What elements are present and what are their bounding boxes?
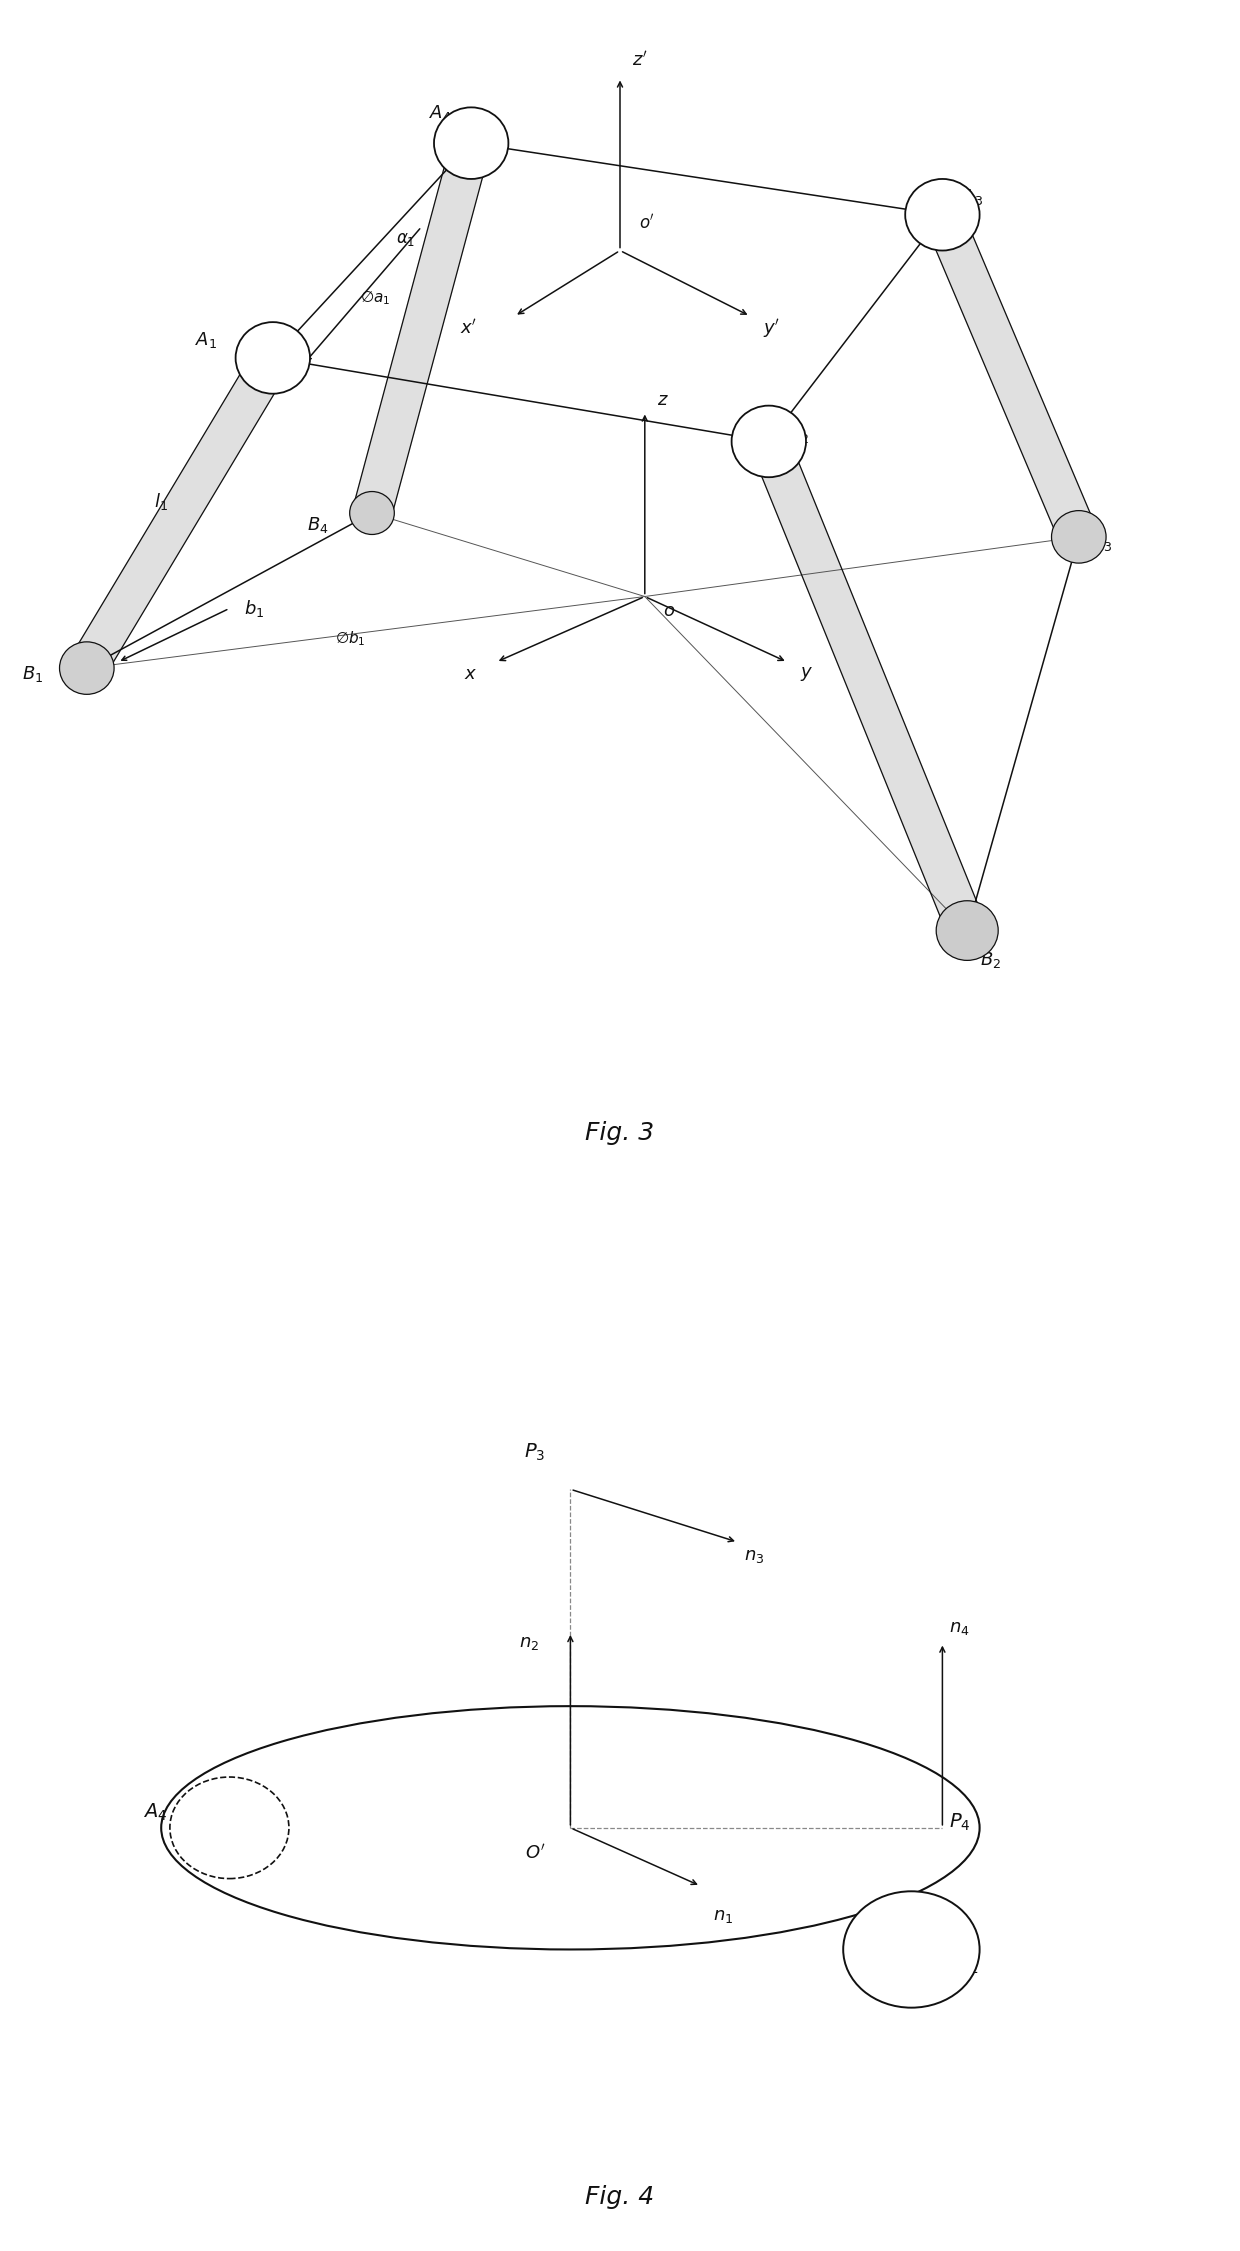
Circle shape bbox=[170, 1776, 289, 1880]
Text: $\alpha_1$: $\alpha_1$ bbox=[396, 230, 415, 248]
Text: Fig. 3: Fig. 3 bbox=[585, 1121, 655, 1146]
Text: $A_4$: $A_4$ bbox=[429, 104, 451, 124]
Text: $o'$: $o'$ bbox=[639, 214, 655, 232]
Text: $n_3$: $n_3$ bbox=[744, 1546, 764, 1564]
Text: $n_4$: $n_4$ bbox=[949, 1618, 970, 1636]
Text: $B_2$: $B_2$ bbox=[980, 950, 1001, 970]
Text: Fig. 4: Fig. 4 bbox=[585, 2186, 655, 2208]
Text: $x'$: $x'$ bbox=[460, 320, 477, 338]
Text: $b_1$: $b_1$ bbox=[244, 599, 264, 619]
Circle shape bbox=[60, 642, 114, 693]
Text: $x$: $x$ bbox=[464, 664, 477, 682]
Polygon shape bbox=[69, 349, 290, 678]
Circle shape bbox=[936, 900, 998, 961]
Text: $A_2$: $A_2$ bbox=[787, 425, 810, 446]
Text: $A_4$: $A_4$ bbox=[143, 1801, 167, 1823]
Circle shape bbox=[236, 322, 310, 394]
Circle shape bbox=[1052, 511, 1106, 563]
Polygon shape bbox=[750, 434, 986, 936]
Text: $\emptyset a_1$: $\emptyset a_1$ bbox=[360, 290, 389, 306]
Text: $A_3$: $A_3$ bbox=[961, 187, 983, 207]
Text: $y'$: $y'$ bbox=[763, 317, 780, 340]
Circle shape bbox=[905, 180, 980, 250]
Text: $z'$: $z'$ bbox=[632, 50, 649, 70]
Text: $P_3$: $P_3$ bbox=[525, 1441, 546, 1463]
Text: $y$: $y$ bbox=[800, 664, 813, 682]
Text: $A_2$: $A_2$ bbox=[955, 1954, 978, 1976]
Text: $B_3$: $B_3$ bbox=[1091, 533, 1112, 554]
Circle shape bbox=[350, 491, 394, 533]
Circle shape bbox=[434, 108, 508, 180]
Polygon shape bbox=[924, 207, 1097, 545]
Text: $B_4$: $B_4$ bbox=[308, 515, 329, 536]
Text: $o$: $o$ bbox=[663, 603, 676, 621]
Text: $P_4$: $P_4$ bbox=[949, 1812, 970, 1832]
Polygon shape bbox=[353, 137, 490, 518]
Text: $A_1$: $A_1$ bbox=[195, 331, 217, 349]
Circle shape bbox=[732, 405, 806, 477]
Text: $l_1$: $l_1$ bbox=[154, 491, 169, 511]
Text: $z$: $z$ bbox=[657, 392, 670, 410]
Text: $n_2$: $n_2$ bbox=[520, 1634, 539, 1652]
Text: $n_1$: $n_1$ bbox=[713, 1907, 733, 1925]
Text: $O'$: $O'$ bbox=[525, 1844, 546, 1862]
Text: $B_1$: $B_1$ bbox=[22, 664, 43, 684]
Text: $\emptyset b_1$: $\emptyset b_1$ bbox=[335, 628, 366, 648]
Circle shape bbox=[843, 1891, 980, 2008]
